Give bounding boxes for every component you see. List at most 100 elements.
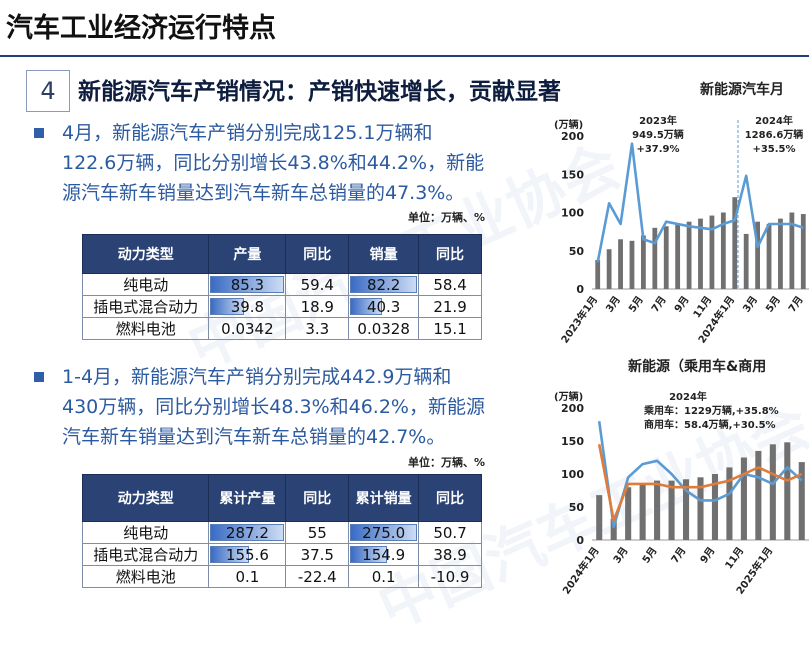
table-row: 燃料电池 0.0342 3.3 0.0328 15.1 <box>81 317 482 340</box>
table-row: 纯电动 287.2 55 275.0 50.7 <box>81 521 482 544</box>
x-tick-label: 2023年1月 <box>558 293 600 345</box>
col-header: 销量 <box>348 234 420 274</box>
bar <box>610 518 617 540</box>
paragraph-jan-apr: 1-4月，新能源汽车产销分别完成442.9万辆和 430万辆，同比分别增长48.… <box>62 362 485 452</box>
annotation-year: 2023年 <box>639 114 677 127</box>
bar <box>743 233 749 289</box>
table-cell: 纯电动 <box>81 273 210 296</box>
table-cell: 59.4 <box>285 273 350 296</box>
chart-title: 新能源汽车月 <box>700 82 784 98</box>
x-tick-label: 7月 <box>649 294 669 315</box>
paragraph-line: 1-4月，新能源汽车产销分别完成442.9万辆和 <box>62 366 452 388</box>
table-cell: 燃料电池 <box>81 317 210 340</box>
x-tick-label: 3月 <box>611 545 631 566</box>
table-row: 插电式混合动力 155.6 37.5 154.9 38.9 <box>81 543 482 566</box>
bar <box>668 480 675 540</box>
bar <box>784 442 791 540</box>
table-cell: 82.2 <box>348 273 420 296</box>
table-header-row: 动力类型 产量 同比 销量 同比 <box>81 234 482 274</box>
y-tick-label: 100 <box>561 207 584 220</box>
table-cell: 燃料电池 <box>81 565 210 588</box>
paragraph-line: 430万辆，同比分别增长48.3%和46.2%，新能源 <box>62 396 485 418</box>
bar <box>766 223 772 289</box>
bullet-icon <box>34 372 44 382</box>
table-row: 插电式混合动力 39.8 18.9 40.3 21.9 <box>81 295 482 318</box>
bar <box>711 474 719 540</box>
cell-value: 40.3 <box>366 297 401 316</box>
x-tick-label: 7月 <box>786 294 806 315</box>
y-tick-label: 150 <box>561 168 584 181</box>
x-tick-label: 11月 <box>723 545 747 571</box>
data-bar <box>350 298 382 315</box>
y-tick-label: 50 <box>569 245 585 258</box>
x-tick-label: 5月 <box>626 294 646 315</box>
annotation-passenger: 乘用车：1229万辆,+35.8% <box>643 404 779 417</box>
x-tick-label: 7月 <box>669 545 689 566</box>
table-row: 纯电动 85.3 59.4 82.2 58.4 <box>81 273 482 296</box>
data-bar <box>210 276 285 293</box>
table-cell: 154.9 <box>348 543 420 566</box>
page-title: 汽车工业经济运行特点 <box>6 13 276 44</box>
series-line <box>596 142 804 263</box>
jan-apr-table: 动力类型 累计产量 同比 累计销量 同比 纯电动 287.2 55 275.0 … <box>81 474 482 588</box>
col-header: 累计产量 <box>208 474 287 522</box>
bar <box>769 444 776 540</box>
table-cell: 58.4 <box>418 273 482 296</box>
bar <box>629 240 635 289</box>
title-divider <box>0 55 809 57</box>
bar <box>732 197 738 289</box>
section-number: 4 <box>26 70 70 112</box>
section-title: 新能源汽车产销情况：产销快速增长，贡献显著 <box>78 79 561 105</box>
bar <box>778 218 783 289</box>
data-bar <box>350 524 418 541</box>
paragraph-line: 122.6万辆，同比分别增长43.8%和44.2%，新能 <box>62 152 485 174</box>
bar <box>652 227 658 289</box>
table-cell: 55 <box>285 521 350 544</box>
col-header: 同比 <box>285 234 350 274</box>
table-cell: 37.5 <box>285 543 350 566</box>
x-tick-label: 3月 <box>603 294 623 315</box>
unit-label: 单位：万辆、% <box>408 456 486 469</box>
bar <box>675 223 681 289</box>
table-cell: 15.1 <box>418 317 482 340</box>
table-cell: 18.9 <box>285 295 350 318</box>
x-tick-label: 5月 <box>763 294 783 315</box>
bar <box>663 226 669 289</box>
table-cell: 275.0 <box>348 521 420 544</box>
annotation-growth: +37.9% <box>636 144 679 155</box>
cell-value: 287.2 <box>225 523 269 542</box>
table-cell: 0.0328 <box>348 317 420 340</box>
bar <box>720 212 726 289</box>
data-bar <box>210 524 285 541</box>
data-bar <box>350 546 387 563</box>
bar <box>697 477 704 540</box>
cell-value: 155.6 <box>225 545 269 564</box>
cell-value: 154.9 <box>362 545 406 564</box>
annotation-total: 949.5万辆 <box>632 128 684 141</box>
y-tick-label: 0 <box>576 534 584 547</box>
series-line <box>597 444 803 522</box>
y-tick-label: 150 <box>561 435 584 448</box>
table-cell: 纯电动 <box>81 521 210 544</box>
bar <box>726 467 733 540</box>
series-line <box>597 421 803 529</box>
bar <box>789 212 795 289</box>
bar <box>709 215 715 289</box>
bullet-icon <box>34 128 44 138</box>
annotation-year: 2024年 <box>669 390 707 403</box>
table-cell: 插电式混合动力 <box>81 295 210 318</box>
table-cell: -10.9 <box>418 565 482 588</box>
annotation-commercial: 商用车：58.4万辆,+30.5% <box>644 418 776 431</box>
table-row: 燃料电池 0.1 -22.4 0.1 -10.9 <box>81 565 482 588</box>
table-cell: 50.7 <box>418 521 482 544</box>
paragraph-april: 4月，新能源汽车产销分别完成125.1万辆和 122.6万辆，同比分别增长43.… <box>62 118 484 208</box>
unit-label: 单位：万辆、% <box>408 211 486 224</box>
bar <box>595 259 601 289</box>
col-header: 累计销量 <box>348 474 420 522</box>
data-bar <box>210 546 250 563</box>
paragraph-line: 4月，新能源汽车产销分别完成125.1万辆和 <box>62 122 433 144</box>
bar <box>625 487 632 540</box>
paragraph-line: 汽车新车销量达到汽车新车总销量的42.7%。 <box>62 426 446 448</box>
bar <box>800 214 806 289</box>
annotation-total: 1286.6万辆 <box>745 128 804 141</box>
